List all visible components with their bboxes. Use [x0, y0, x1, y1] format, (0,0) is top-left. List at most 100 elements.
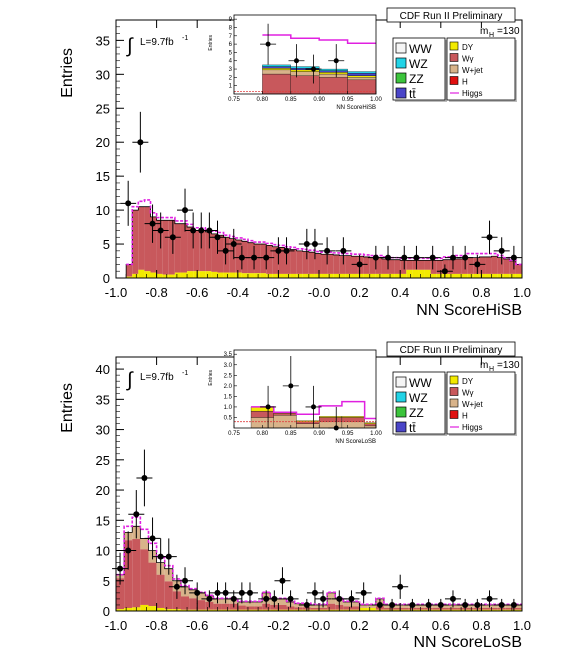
inset-bar-wz: [319, 68, 348, 71]
legend-swatch-ttbar: [395, 87, 407, 99]
bar-wjet: [189, 589, 198, 599]
inset-bar-ttbar: [262, 66, 291, 69]
data-point: [303, 601, 310, 608]
data-point: [279, 577, 286, 584]
bar-dy: [310, 609, 319, 611]
bar-wgamma: [211, 233, 218, 272]
inset-bar-dy: [347, 75, 377, 78]
bar-dy: [235, 272, 242, 278]
data-point: [141, 474, 148, 481]
signal-line: [126, 199, 522, 266]
inset-x-tick-label: 0.90: [313, 431, 325, 437]
inset-bar-wgamma: [364, 423, 377, 427]
bar-dy: [448, 273, 456, 278]
bar-dy: [406, 269, 413, 278]
bar-wgamma: [497, 257, 504, 274]
bar-wgamma: [278, 247, 285, 274]
bar-dy: [515, 273, 522, 278]
inset-bar-wgamma: [341, 417, 365, 422]
data-point: [230, 595, 237, 602]
bar-wgamma: [440, 607, 449, 610]
bar-wjet: [465, 604, 474, 608]
bar-wgamma: [302, 251, 309, 274]
bar-dy: [436, 273, 443, 278]
bar-wgamma: [237, 605, 246, 610]
x-tick-label: 1.0: [513, 285, 531, 300]
legend-label: tt̄: [409, 421, 416, 435]
inset-frame: [233, 349, 377, 429]
data-point: [462, 254, 469, 261]
x-axis-label: NN ScoreLoSB: [414, 634, 523, 651]
inset-y-tick-label: 3.0: [224, 363, 233, 369]
bar-dy: [189, 609, 198, 611]
bar-wjet: [432, 604, 441, 608]
x-tick-label: -0.6: [186, 618, 208, 633]
inset-data-point: [311, 404, 317, 410]
bar-wgamma: [465, 607, 474, 610]
bar-wgamma: [229, 238, 236, 273]
x-tick-label: 0.2: [351, 618, 369, 633]
bar-dy: [455, 273, 462, 278]
x-tick-label: -0.2: [267, 618, 289, 633]
data-point: [336, 595, 343, 602]
data-point: [263, 595, 270, 602]
bar-wgamma: [254, 244, 261, 274]
bar-dy: [241, 273, 248, 278]
title-box: [386, 341, 516, 357]
bar-dy: [319, 609, 328, 611]
data-point: [275, 247, 282, 254]
bar-wgamma: [150, 216, 157, 273]
bar-dy: [140, 604, 149, 611]
bar-wgamma: [286, 606, 295, 610]
bar-dy: [485, 273, 492, 278]
inset-x-tick-label: 0.75: [228, 97, 240, 103]
bar-dy: [381, 273, 389, 278]
inset-y-tick-label: 0.5: [224, 415, 233, 421]
bar-wgamma: [272, 246, 279, 274]
x-tick-label: -0.2: [267, 285, 289, 300]
bar-wgamma: [124, 540, 133, 608]
x-axis-label: NN ScoreHiSB: [416, 302, 522, 319]
legend-label: Wγ: [462, 55, 474, 64]
legend-swatch-ww: [395, 376, 407, 388]
bar-wgamma: [189, 598, 198, 610]
legend-swatch-h: [449, 410, 459, 419]
panel-top: ∫: [115, 7, 523, 279]
x-tick-label: -1.0: [105, 618, 127, 633]
bar-dy: [272, 273, 279, 278]
inset-bar-dy: [262, 68, 291, 71]
bar-wgamma: [392, 607, 401, 610]
bar-dy: [418, 269, 425, 278]
data-point: [251, 254, 258, 261]
inset-y-tick-label: 1.0: [224, 405, 233, 411]
data-point: [311, 589, 318, 596]
inset-x-tick-label: 0.90: [313, 97, 325, 103]
bar-dy: [262, 609, 271, 611]
bar-wgamma: [138, 206, 145, 270]
inset-bar-wgamma: [319, 417, 343, 422]
bar-dy: [351, 609, 360, 611]
x-tick-label: 0.4: [391, 618, 409, 633]
bar-wgamma: [213, 603, 222, 610]
inset-bar-wz: [290, 66, 320, 69]
inset-signal-line: [251, 400, 376, 420]
inset-bar-wjet: [290, 71, 320, 76]
panel-bottom: ∫: [112, 341, 523, 612]
legend-swatch-ww: [395, 42, 407, 54]
data-point: [214, 589, 221, 596]
bar-wgamma: [180, 223, 188, 273]
bar-dy: [162, 274, 169, 278]
legend-swatch-zz: [395, 406, 407, 418]
inset-data-point: [288, 383, 294, 389]
x-tick-label: 0.8: [472, 285, 490, 300]
y-tick-label: 20: [96, 483, 110, 498]
bar-dy: [461, 273, 468, 278]
bar-wgamma: [310, 607, 319, 610]
bar-dy: [505, 609, 514, 611]
inset-y-tick-label: 8: [229, 25, 233, 31]
data-point: [429, 254, 436, 261]
y-axis-label: Entries: [59, 48, 76, 98]
inset-bar-wjet: [319, 73, 348, 78]
inset-y-tick-label: 7: [229, 34, 233, 40]
